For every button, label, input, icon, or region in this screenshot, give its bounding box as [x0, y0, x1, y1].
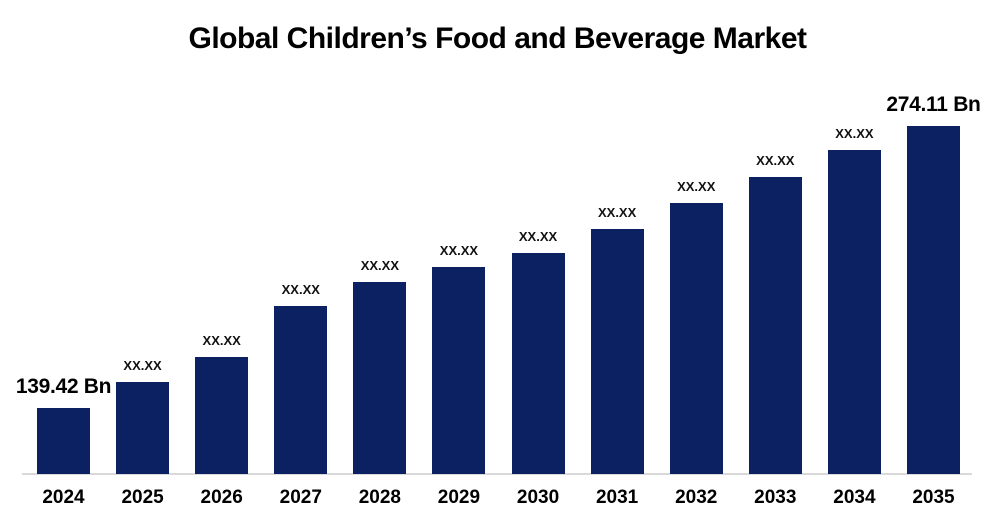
bar-value-label: XX.XX [281, 282, 320, 297]
bar-2033: XX.XX 2033 [748, 153, 802, 508]
x-axis-tick-label: 2027 [279, 487, 322, 508]
bar-2034: XX.XX 2034 [827, 126, 881, 508]
bar-2024: 139.42 Bn 2024 [16, 375, 112, 508]
bar-2027: XX.XX 2027 [274, 282, 328, 508]
x-axis-tick-label: 2035 [912, 487, 955, 508]
x-axis-tick-label: 2030 [516, 487, 560, 508]
bar-value-label: XX.XX [677, 179, 716, 194]
x-axis-tick-label: 2034 [833, 487, 876, 508]
bar-2035: 274.11 Bn 2035 [886, 93, 981, 508]
bar-value-label: XX.XX [360, 258, 400, 273]
x-axis-line [22, 473, 972, 475]
bar-value-label: XX.XX [597, 205, 637, 220]
bar-2031: XX.XX 2031 [590, 205, 644, 508]
bar-value-label: XX.XX [123, 358, 162, 373]
bar-value-label: 274.11 Bn [886, 93, 981, 116]
bar-2026: XX.XX 2026 [195, 333, 249, 508]
x-axis-tick-label: 2033 [754, 487, 797, 508]
bar-2025: XX.XX 2025 [116, 358, 170, 508]
x-axis-tick-label: 2031 [595, 487, 639, 508]
x-axis-tick-label: 2026 [200, 487, 243, 508]
x-axis-tick-label: 2025 [121, 487, 164, 508]
x-axis-tick-label: 2032 [675, 487, 718, 508]
bar-2028: XX.XX 2028 [353, 258, 407, 508]
bar-value-label: 139.42 Bn [15, 375, 112, 398]
x-axis-tick-label: 2029 [437, 487, 481, 508]
bar-value-label: XX.XX [518, 229, 558, 244]
x-axis-tick-label: 2028 [358, 487, 401, 508]
bar-value-label: XX.XX [202, 333, 241, 348]
x-axis-tick-label: 2024 [42, 487, 85, 508]
bar-2032: XX.XX 2032 [669, 179, 723, 508]
bar-value-label: XX.XX [439, 243, 479, 258]
bar-value-label: XX.XX [835, 126, 874, 141]
bar-2029: XX.XX 2029 [432, 243, 486, 508]
bar-value-label: XX.XX [756, 153, 795, 168]
bar-2030: XX.XX 2030 [511, 229, 565, 508]
chart-title: Global Children’s Food and Beverage Mark… [188, 22, 807, 55]
